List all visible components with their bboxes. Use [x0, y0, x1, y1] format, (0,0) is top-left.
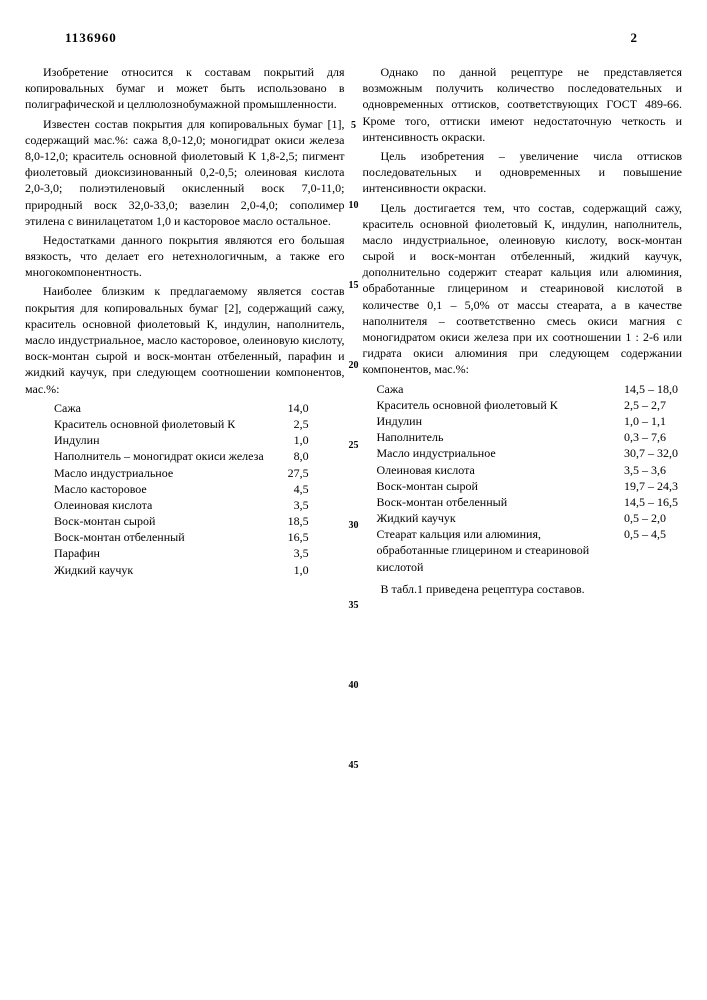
line-number: 35	[349, 600, 359, 611]
table-row: Сажа14,5 – 18,0	[373, 381, 683, 397]
line-number: 20	[349, 360, 359, 371]
line-number: 5	[351, 120, 356, 131]
left-column: Изобретение относится к составам покрыти…	[25, 64, 345, 600]
line-number: 45	[349, 760, 359, 771]
composition-table-1: Сажа14,0 Краситель основной фиолетовый К…	[50, 400, 313, 578]
table-row: Сажа14,0	[50, 400, 313, 416]
table-row: Парафин3,5	[50, 545, 313, 561]
component-name: Масло индустриальное	[50, 465, 268, 481]
component-name: Краситель основной фиолетовый К	[373, 397, 615, 413]
component-value: 1,0	[268, 562, 313, 578]
component-value: 14,5 – 16,5	[614, 494, 682, 510]
component-name: Наполнитель	[373, 429, 615, 445]
paragraph: Известен состав покрытия для копировальн…	[25, 116, 345, 229]
line-number: 30	[349, 520, 359, 531]
paragraph: Цель изобретения – увеличение числа отти…	[363, 148, 683, 197]
component-value: 0,5 – 2,0	[614, 510, 682, 526]
line-number: 25	[349, 440, 359, 451]
component-name: Парафин	[50, 545, 268, 561]
table-row: Жидкий каучук0,5 – 2,0	[373, 510, 683, 526]
component-value: 19,7 – 24,3	[614, 478, 682, 494]
table-row: Краситель основной фиолетовый К2,5	[50, 416, 313, 432]
table-row: Олеиновая кислота3,5 – 3,6	[373, 462, 683, 478]
component-name: Воск-монтан отбеленный	[50, 529, 268, 545]
component-value: 1,0 – 1,1	[614, 413, 682, 429]
component-name: Воск-монтан отбеленный	[373, 494, 615, 510]
component-value: 27,5	[268, 465, 313, 481]
table-row: Наполнитель – моногидрат окиси железа8,0	[50, 448, 313, 464]
component-name: Масло индустриальное	[373, 445, 615, 461]
table-row: Масло индустриальное27,5	[50, 465, 313, 481]
table-row: Индулин1,0 – 1,1	[373, 413, 683, 429]
component-name: Сажа	[50, 400, 268, 416]
table-row: Краситель основной фиолетовый К2,5 – 2,7	[373, 397, 683, 413]
table-row: Наполнитель0,3 – 7,6	[373, 429, 683, 445]
component-value: 14,0	[268, 400, 313, 416]
component-name: Воск-монтан сырой	[50, 513, 268, 529]
table-row: Воск-монтан сырой18,5	[50, 513, 313, 529]
component-name: Краситель основной фиолетовый К	[50, 416, 268, 432]
table-row: Воск-монтан отбеленный16,5	[50, 529, 313, 545]
component-value: 3,5	[268, 545, 313, 561]
header: 1136960 2	[25, 30, 682, 46]
component-name: Воск-монтан сырой	[373, 478, 615, 494]
paragraph: Однако по данной рецептуре не представля…	[363, 64, 683, 145]
paragraph: Изобретение относится к составам покрыти…	[25, 64, 345, 113]
component-name: Стеарат кальция или алюминия, обработанн…	[373, 526, 615, 575]
paragraph: В табл.1 приведена рецептура составов.	[363, 581, 683, 597]
component-value: 0,5 – 4,5	[614, 526, 682, 575]
table-row: Индулин1,0	[50, 432, 313, 448]
line-number: 10	[349, 200, 359, 211]
component-value: 30,7 – 32,0	[614, 445, 682, 461]
component-name: Сажа	[373, 381, 615, 397]
component-value: 0,3 – 7,6	[614, 429, 682, 445]
component-name: Масло касторовое	[50, 481, 268, 497]
component-name: Индулин	[50, 432, 268, 448]
patent-number: 1136960	[25, 30, 394, 46]
table-row: Стеарат кальция или алюминия, обработанн…	[373, 526, 683, 575]
line-number: 15	[349, 280, 359, 291]
component-name: Олеиновая кислота	[373, 462, 615, 478]
table-row: Воск-монтан отбеленный14,5 – 16,5	[373, 494, 683, 510]
paragraph: Наиболее близким к предлагаемому являетс…	[25, 283, 345, 396]
paragraph: Недостатками данного покрытия являются е…	[25, 232, 345, 281]
table-row: Жидкий каучук1,0	[50, 562, 313, 578]
right-column: Однако по данной рецептуре не представля…	[363, 64, 683, 600]
page: 1136960 2 5 10 15 20 25 30 35 40 45 Изоб…	[0, 0, 707, 630]
page-number-right: 2	[631, 30, 638, 46]
component-value: 16,5	[268, 529, 313, 545]
component-value: 1,0	[268, 432, 313, 448]
component-value: 2,5	[268, 416, 313, 432]
table-row: Масло касторовое4,5	[50, 481, 313, 497]
component-value: 3,5	[268, 497, 313, 513]
component-value: 14,5 – 18,0	[614, 381, 682, 397]
table-row: Масло индустриальное30,7 – 32,0	[373, 445, 683, 461]
component-value: 3,5 – 3,6	[614, 462, 682, 478]
component-name: Жидкий каучук	[373, 510, 615, 526]
component-name: Олеиновая кислота	[50, 497, 268, 513]
paragraph: Цель достигается тем, что состав, содерж…	[363, 200, 683, 378]
component-value: 2,5 – 2,7	[614, 397, 682, 413]
component-value: 18,5	[268, 513, 313, 529]
component-name: Наполнитель – моногидрат окиси железа	[50, 448, 268, 464]
component-name: Жидкий каучук	[50, 562, 268, 578]
component-value: 8,0	[268, 448, 313, 464]
component-name: Индулин	[373, 413, 615, 429]
line-number: 40	[349, 680, 359, 691]
component-value: 4,5	[268, 481, 313, 497]
table-row: Воск-монтан сырой19,7 – 24,3	[373, 478, 683, 494]
composition-table-2: Сажа14,5 – 18,0 Краситель основной фиоле…	[373, 381, 683, 575]
table-row: Олеиновая кислота3,5	[50, 497, 313, 513]
